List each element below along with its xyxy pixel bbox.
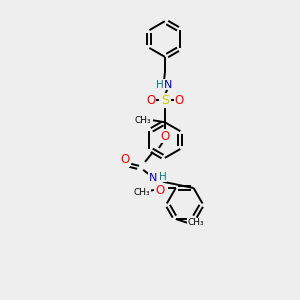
Text: N: N (164, 80, 172, 90)
Text: O: O (174, 94, 183, 107)
Text: S: S (161, 94, 169, 107)
Text: O: O (160, 130, 170, 142)
Text: N: N (149, 173, 157, 183)
Text: CH₃: CH₃ (135, 116, 152, 125)
Text: CH₃: CH₃ (134, 188, 150, 196)
Text: O: O (155, 184, 164, 196)
Text: CH₃: CH₃ (187, 218, 204, 227)
Text: O: O (146, 94, 156, 107)
Text: O: O (121, 153, 130, 167)
Text: H: H (159, 172, 167, 182)
Text: H: H (156, 80, 164, 90)
